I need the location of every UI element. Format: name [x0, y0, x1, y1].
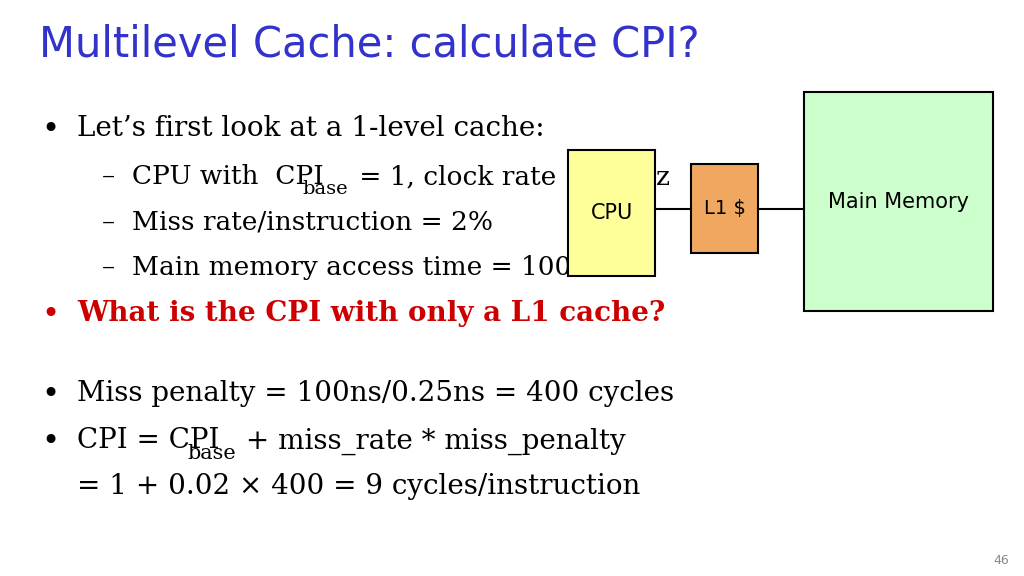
Text: –  CPU with  CPI: – CPU with CPI	[102, 164, 325, 189]
Text: 46: 46	[993, 554, 1009, 567]
Bar	[804, 92, 993, 311]
Bar	[691, 164, 758, 253]
Text: + miss_rate * miss_penalty: + miss_rate * miss_penalty	[237, 427, 626, 454]
Text: Miss penalty = 100ns/0.25ns = 400 cycles: Miss penalty = 100ns/0.25ns = 400 cycles	[77, 380, 674, 407]
Text: •: •	[41, 115, 59, 146]
Text: Multilevel Cache: calculate CPI?: Multilevel Cache: calculate CPI?	[39, 23, 699, 65]
Text: CPU: CPU	[591, 203, 633, 223]
Text: = 1, clock rate = 4GHz: = 1, clock rate = 4GHz	[351, 164, 671, 189]
Text: –  Miss rate/instruction = 2%: – Miss rate/instruction = 2%	[102, 209, 494, 234]
Text: Main Memory: Main Memory	[828, 192, 969, 211]
Text: base: base	[302, 180, 348, 198]
Text: –  Main memory access time = 100ns: – Main memory access time = 100ns	[102, 255, 602, 279]
Bar	[568, 150, 655, 276]
Text: What is the CPI with only a L1 cache?: What is the CPI with only a L1 cache?	[77, 300, 665, 327]
Text: •: •	[41, 300, 59, 331]
Text: L1 $: L1 $	[703, 199, 745, 218]
Text: = 1 + 0.02 × 400 = 9 cycles/instruction: = 1 + 0.02 × 400 = 9 cycles/instruction	[77, 473, 640, 501]
Text: CPI = CPI: CPI = CPI	[77, 427, 219, 454]
Text: base: base	[187, 444, 237, 463]
Text: •: •	[41, 380, 59, 411]
Text: •: •	[41, 427, 59, 458]
Text: Let’s first look at a 1-level cache:: Let’s first look at a 1-level cache:	[77, 115, 545, 142]
